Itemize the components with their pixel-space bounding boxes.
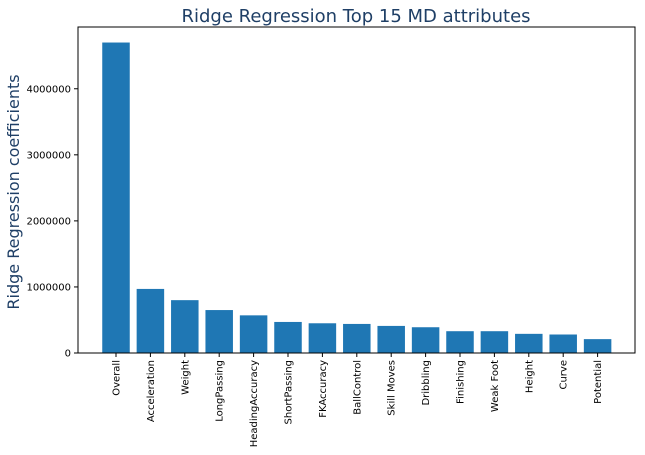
x-tick-label: HeadingAccuracy — [249, 360, 260, 447]
x-tick-label: Finishing — [456, 360, 467, 404]
bar-acceleration — [136, 288, 165, 353]
x-tick-label: LongPassing — [215, 360, 226, 422]
bar-potential — [583, 339, 612, 353]
chart-title: Ridge Regression Top 15 MD attributes — [181, 6, 530, 27]
bars-group — [102, 42, 612, 354]
bar-skill-moves — [377, 325, 405, 353]
bar-shortpassing — [274, 321, 302, 353]
x-tick-label: Dribbling — [421, 360, 432, 406]
y-tick-label: 3000000 — [26, 150, 71, 161]
y-tick-label: 1000000 — [26, 282, 71, 293]
y-axis-label: Ridge Regression coefficients — [4, 74, 23, 309]
x-tick-label: FKAccuracy — [318, 360, 329, 418]
bar-longpassing — [205, 310, 233, 353]
x-tick-label: Height — [524, 360, 535, 393]
bar-weak-foot — [480, 331, 509, 353]
bar-headingaccuracy — [239, 315, 268, 353]
plot-frame — [77, 26, 636, 354]
bar-weight — [171, 300, 199, 353]
bar-overall — [102, 42, 130, 354]
bar-curve — [549, 334, 577, 353]
x-tick-label: Acceleration — [146, 360, 157, 422]
x-tick-label: Weight — [180, 360, 191, 395]
x-ticks-group: Overall Acceleration Weight LongPassing Head… — [112, 353, 604, 447]
bar-ballcontrol — [343, 323, 371, 353]
x-tick-label: Skill Moves — [387, 360, 398, 416]
x-tick-label: Potential — [593, 360, 604, 404]
bar-fkaccuracy — [308, 323, 337, 353]
x-tick-label: Overall — [112, 360, 123, 396]
y-tick-label: 0 — [65, 349, 71, 360]
x-tick-label: Weak Foot — [490, 360, 501, 412]
x-tick-label: BallControl — [352, 360, 363, 415]
bar-finishing — [446, 331, 474, 353]
x-tick-label: Curve — [559, 360, 570, 390]
bar-dribbling — [411, 327, 440, 353]
x-tick-label: ShortPassing — [284, 360, 295, 424]
y-tick-label: 4000000 — [26, 84, 71, 95]
y-tick-label: 2000000 — [26, 216, 71, 227]
y-ticks-group: 0 1000000 2000000 3000000 4000000 — [26, 84, 78, 360]
bar-height — [515, 333, 543, 353]
